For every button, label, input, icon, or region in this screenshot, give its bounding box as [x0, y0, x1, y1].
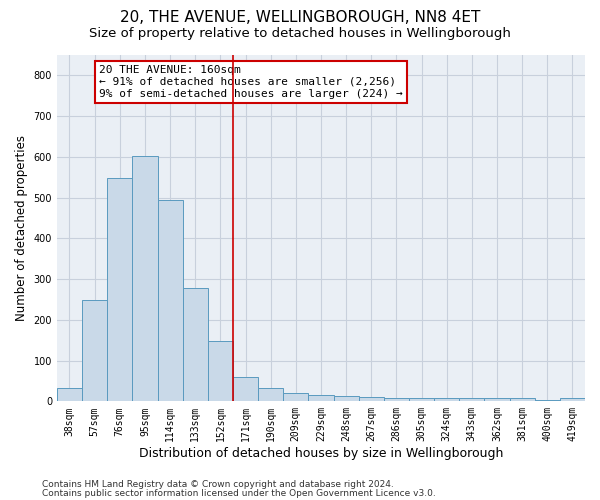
Bar	[57, 388, 82, 402]
Bar	[409, 398, 434, 402]
Bar	[133, 156, 158, 402]
Text: Contains public sector information licensed under the Open Government Licence v3: Contains public sector information licen…	[42, 489, 436, 498]
Y-axis label: Number of detached properties: Number of detached properties	[15, 135, 28, 321]
Bar	[535, 400, 560, 402]
Bar	[334, 396, 359, 402]
Bar	[384, 398, 409, 402]
Bar	[208, 341, 233, 402]
Bar	[182, 288, 208, 402]
Bar	[158, 200, 182, 402]
Bar	[258, 388, 283, 402]
Bar	[484, 398, 509, 402]
Bar	[359, 398, 384, 402]
Bar	[107, 178, 133, 402]
Bar	[560, 398, 585, 402]
Text: Size of property relative to detached houses in Wellingborough: Size of property relative to detached ho…	[89, 28, 511, 40]
Bar	[233, 377, 258, 402]
Bar	[308, 395, 334, 402]
Bar	[509, 398, 535, 402]
Bar	[82, 300, 107, 402]
Bar	[283, 393, 308, 402]
Text: 20 THE AVENUE: 160sqm
← 91% of detached houses are smaller (2,256)
9% of semi-de: 20 THE AVENUE: 160sqm ← 91% of detached …	[99, 66, 403, 98]
X-axis label: Distribution of detached houses by size in Wellingborough: Distribution of detached houses by size …	[139, 447, 503, 460]
Bar	[459, 398, 484, 402]
Text: 20, THE AVENUE, WELLINGBOROUGH, NN8 4ET: 20, THE AVENUE, WELLINGBOROUGH, NN8 4ET	[120, 10, 480, 25]
Bar	[434, 398, 459, 402]
Text: Contains HM Land Registry data © Crown copyright and database right 2024.: Contains HM Land Registry data © Crown c…	[42, 480, 394, 489]
